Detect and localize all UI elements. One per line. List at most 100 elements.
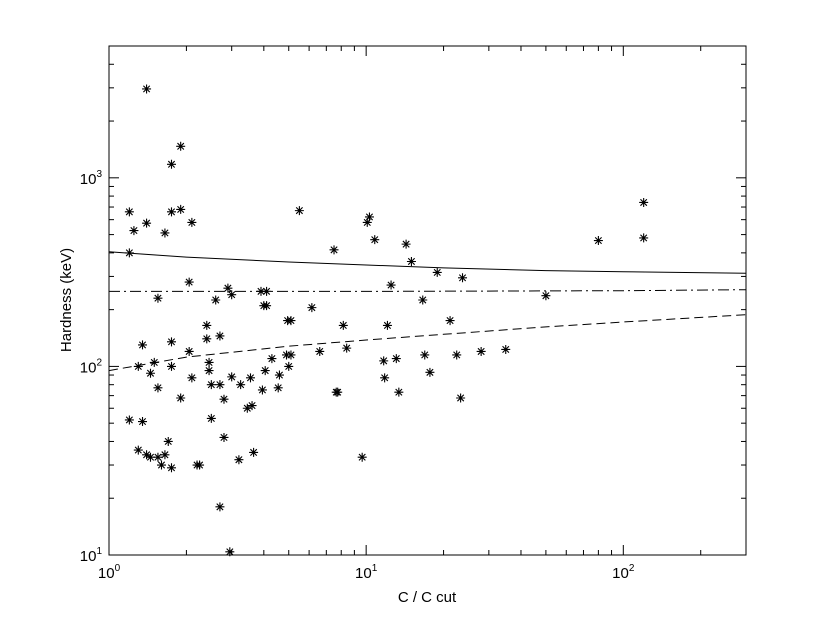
data-point (202, 334, 212, 344)
data-point (245, 373, 255, 383)
data-point (153, 293, 163, 303)
data-point (432, 267, 442, 277)
data-point (357, 452, 367, 462)
data-point (160, 228, 170, 238)
data-point (215, 380, 225, 390)
data-point (333, 387, 343, 397)
data-point (166, 463, 176, 473)
data-point (391, 354, 401, 364)
x-tick-label: 100 (98, 563, 121, 582)
data-point (176, 393, 186, 403)
data-point (202, 320, 212, 330)
data-point (501, 344, 511, 354)
data-point (206, 380, 216, 390)
data-point (166, 361, 176, 371)
y-axis-title: Hardness (keV) (58, 248, 75, 352)
data-point (153, 452, 163, 462)
data-point (406, 256, 416, 266)
data-point (184, 346, 194, 356)
data-point (286, 316, 296, 326)
data-point (639, 233, 649, 243)
data-point (425, 367, 435, 377)
data-point (394, 387, 404, 397)
data-point (364, 212, 374, 222)
data-point (456, 393, 466, 403)
data-point (138, 340, 148, 350)
data-point (184, 277, 194, 287)
data-point (273, 383, 283, 393)
data-point (223, 283, 233, 293)
data-point (227, 290, 237, 300)
data-point (234, 455, 244, 465)
data-point (458, 273, 468, 283)
data-point (206, 413, 216, 423)
data-point (124, 207, 134, 217)
data-point (452, 350, 462, 360)
data-point (386, 280, 396, 290)
data-point (380, 373, 390, 383)
data-point (476, 346, 486, 356)
y-tick-label: 101 (80, 546, 103, 565)
y-tick-label: 103 (80, 169, 103, 188)
data-point (187, 217, 197, 227)
data-point (219, 394, 229, 404)
model-lines (108, 251, 747, 372)
data-point (267, 354, 277, 364)
data-point (379, 356, 389, 366)
data-point (247, 401, 257, 411)
data-point (286, 350, 296, 360)
data-point (166, 337, 176, 347)
data-point (138, 417, 148, 427)
data-point (156, 460, 166, 470)
data-point (294, 206, 304, 216)
data-point (124, 415, 134, 425)
data-point (219, 432, 229, 442)
data-point (315, 346, 325, 356)
data-point (260, 366, 270, 376)
data-point (420, 350, 430, 360)
data-point (142, 218, 152, 228)
data-point (176, 204, 186, 214)
data-point (225, 547, 235, 557)
data-point (362, 217, 372, 227)
dashdot-line (109, 289, 747, 292)
data-point (541, 291, 551, 301)
data-point (142, 84, 152, 94)
data-point (382, 320, 392, 330)
data-point (153, 383, 163, 393)
data-point (204, 357, 214, 367)
data-point (142, 450, 152, 460)
data-point (257, 385, 267, 395)
data-point (166, 159, 176, 169)
data-point (129, 226, 139, 236)
data-point (145, 452, 155, 462)
data-point (401, 239, 411, 249)
data-point (160, 450, 170, 460)
data-point (215, 502, 225, 512)
data-point (639, 197, 649, 207)
data-point (166, 207, 176, 217)
data-point (262, 301, 272, 311)
data-point (145, 368, 155, 378)
data-point (445, 316, 455, 326)
data-point (215, 331, 225, 341)
data-point (133, 361, 143, 371)
data-point (418, 295, 428, 305)
y-tick-label: 102 (80, 357, 103, 376)
data-point (256, 286, 266, 296)
solid-line (108, 251, 747, 274)
data-point (133, 445, 143, 455)
data-point (329, 245, 339, 255)
data-point (342, 343, 352, 353)
data-point (274, 370, 284, 380)
data-point (124, 248, 134, 258)
x-tick-label: 102 (612, 563, 635, 582)
x-tick-label: 101 (355, 563, 378, 582)
data-point (307, 303, 317, 313)
data-point (163, 436, 173, 446)
data-point (211, 295, 221, 305)
data-point (195, 460, 205, 470)
data-point (370, 235, 380, 245)
data-point (242, 403, 252, 413)
